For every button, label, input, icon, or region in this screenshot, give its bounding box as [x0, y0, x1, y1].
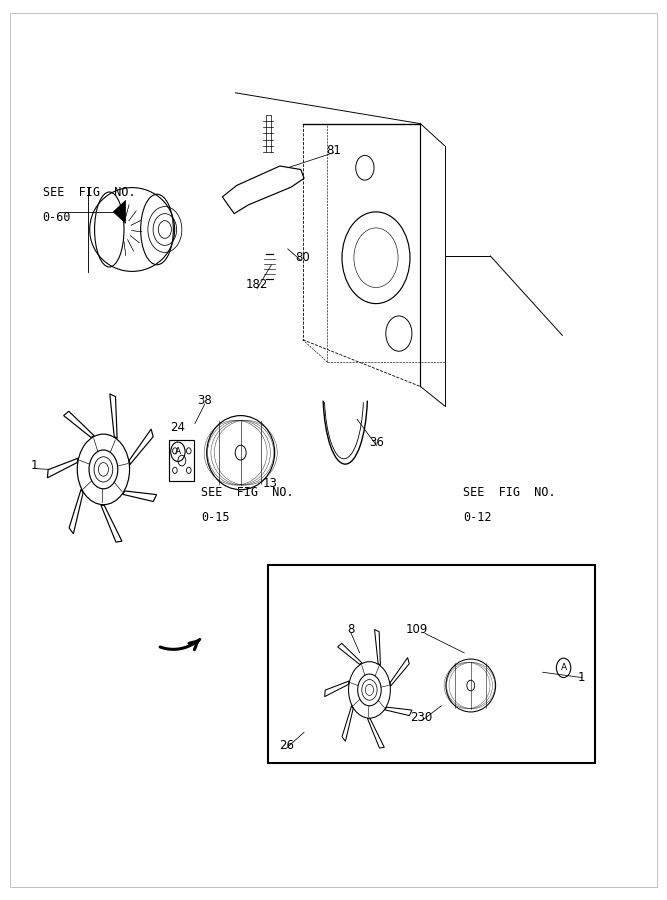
- Text: 0-60: 0-60: [43, 211, 71, 224]
- Text: 13: 13: [263, 477, 277, 490]
- Text: 0-15: 0-15: [201, 510, 230, 524]
- Text: 109: 109: [406, 624, 428, 636]
- Text: 0-12: 0-12: [463, 510, 492, 524]
- Text: 1: 1: [578, 671, 586, 684]
- Text: A: A: [560, 663, 567, 672]
- Text: 230: 230: [411, 711, 433, 724]
- Text: 8: 8: [348, 624, 355, 636]
- Text: 80: 80: [295, 251, 310, 265]
- Bar: [169, 440, 194, 481]
- Text: SEE  FIG  NO.: SEE FIG NO.: [463, 486, 556, 499]
- Bar: [268, 564, 595, 763]
- Text: 36: 36: [370, 436, 384, 449]
- Text: SEE  FIG  NO.: SEE FIG NO.: [201, 486, 294, 499]
- Text: SEE  FIG  NO.: SEE FIG NO.: [43, 186, 135, 199]
- Text: 1: 1: [31, 459, 38, 472]
- Polygon shape: [113, 201, 125, 223]
- Text: 38: 38: [197, 394, 212, 407]
- Text: 26: 26: [279, 739, 294, 752]
- Text: 24: 24: [171, 420, 185, 434]
- Text: 182: 182: [246, 278, 268, 291]
- Text: 81: 81: [326, 144, 341, 157]
- Text: A: A: [175, 447, 181, 456]
